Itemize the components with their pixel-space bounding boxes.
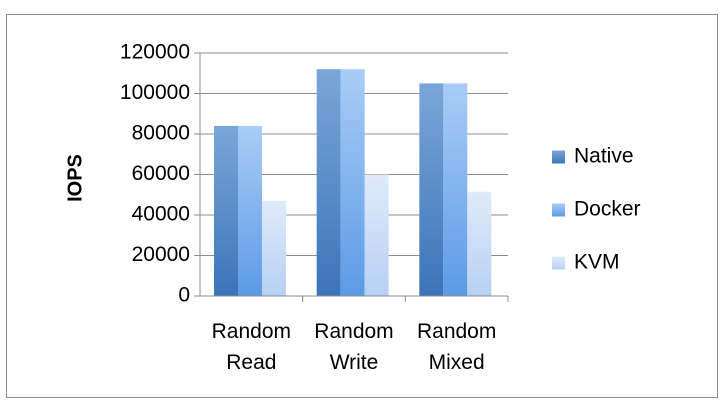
legend: Native Docker KVM bbox=[552, 145, 641, 274]
legend-swatch-docker bbox=[552, 203, 565, 217]
bar-kvm bbox=[364, 174, 389, 296]
x-category-label: Random Write bbox=[314, 320, 393, 374]
legend-label-kvm: KVM bbox=[574, 251, 620, 274]
y-tick-label: 120000 bbox=[120, 41, 190, 64]
y-axis-label: IOPS bbox=[64, 154, 86, 202]
bar-docker bbox=[340, 69, 365, 296]
bar-docker bbox=[443, 83, 468, 296]
legend-swatch-native bbox=[552, 150, 565, 164]
legend-label-docker: Docker bbox=[574, 198, 641, 221]
bar-kvm bbox=[262, 200, 286, 296]
y-tick-label: 100000 bbox=[120, 81, 190, 104]
legend-label-native: Native bbox=[574, 145, 634, 168]
legend-swatch-kvm bbox=[552, 256, 565, 270]
y-tick-label: 20000 bbox=[132, 243, 190, 266]
y-tick-label: 40000 bbox=[132, 203, 190, 226]
bar-docker bbox=[238, 125, 262, 297]
x-category-labels: Random Read Random Write Random Mixed bbox=[212, 320, 497, 374]
bar-native bbox=[316, 69, 341, 296]
bar-kvm bbox=[467, 191, 492, 296]
y-tick-labels: 0 20000 40000 60000 80000 100000 120000 bbox=[120, 41, 190, 307]
bars bbox=[214, 69, 492, 297]
y-tick-label: 80000 bbox=[132, 122, 190, 145]
y-tick-label: 0 bbox=[178, 284, 190, 307]
axes bbox=[199, 53, 509, 302]
x-category-label: Random Mixed bbox=[417, 320, 496, 374]
x-category-label: Random Read bbox=[212, 320, 291, 374]
y-tick-label: 60000 bbox=[132, 162, 190, 185]
bar-native bbox=[419, 83, 444, 296]
bar-native bbox=[214, 125, 238, 297]
